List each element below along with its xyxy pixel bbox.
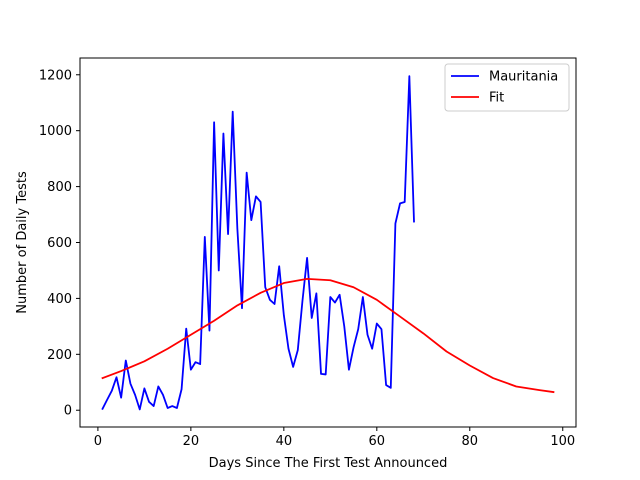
legend: Mauritania Fit [444, 63, 570, 112]
y-tick-label: 600 [47, 236, 72, 251]
series-layer [101, 75, 555, 411]
y-axis-ticks: 0 200 400 600 800 1000 1200 [39, 68, 80, 419]
x-tick-label: 20 [183, 434, 200, 449]
y-tick-label: 200 [47, 348, 72, 363]
y-tick-label: 1200 [39, 68, 72, 83]
y-tick-label: 400 [47, 292, 72, 307]
series-line-mauritania [101, 75, 415, 411]
legend-label-mauritania: Mauritania [489, 70, 558, 85]
y-tick-label: 1000 [39, 124, 72, 139]
x-tick-label: 80 [462, 434, 479, 449]
plot-area [79, 57, 577, 428]
x-tick-label: 40 [276, 434, 293, 449]
x-axis-ticks: 0 20 40 60 80 100 [94, 427, 575, 449]
legend-label-fit: Fit [489, 91, 504, 106]
y-tick-label: 0 [64, 404, 72, 419]
series-line-fit [101, 277, 555, 394]
x-axis-label: Days Since The First Test Announced [209, 456, 448, 471]
y-tick-label: 800 [47, 180, 72, 195]
x-tick-label: 100 [550, 434, 575, 449]
x-tick-label: 0 [94, 434, 102, 449]
axes-background [80, 58, 576, 427]
y-axis-label: Number of Daily Tests [15, 171, 30, 314]
x-tick-label: 60 [369, 434, 386, 449]
